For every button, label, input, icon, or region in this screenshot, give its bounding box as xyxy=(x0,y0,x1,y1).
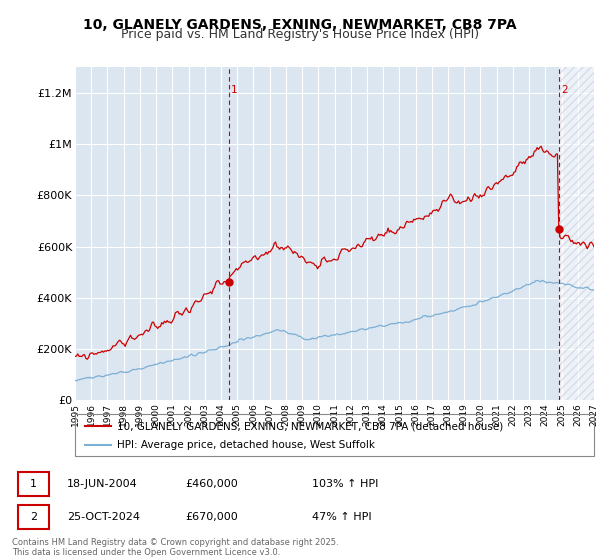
Text: 103% ↑ HPI: 103% ↑ HPI xyxy=(311,479,378,489)
Text: 2: 2 xyxy=(561,85,568,95)
Text: 10, GLANELY GARDENS, EXNING, NEWMARKET, CB8 7PA: 10, GLANELY GARDENS, EXNING, NEWMARKET, … xyxy=(83,18,517,32)
Text: 10, GLANELY GARDENS, EXNING, NEWMARKET, CB8 7PA (detached house): 10, GLANELY GARDENS, EXNING, NEWMARKET, … xyxy=(116,421,503,431)
Bar xyxy=(18,472,49,496)
Text: 47% ↑ HPI: 47% ↑ HPI xyxy=(311,512,371,522)
Text: £670,000: £670,000 xyxy=(185,512,238,522)
Text: 18-JUN-2004: 18-JUN-2004 xyxy=(67,479,137,489)
Text: 2: 2 xyxy=(30,512,37,522)
Text: 25-OCT-2024: 25-OCT-2024 xyxy=(67,512,140,522)
Text: £460,000: £460,000 xyxy=(185,479,238,489)
Text: Contains HM Land Registry data © Crown copyright and database right 2025.
This d: Contains HM Land Registry data © Crown c… xyxy=(12,538,338,557)
Text: HPI: Average price, detached house, West Suffolk: HPI: Average price, detached house, West… xyxy=(116,441,374,450)
Bar xyxy=(18,505,49,529)
Text: 1: 1 xyxy=(231,85,238,95)
Text: 1: 1 xyxy=(30,479,37,489)
Text: Price paid vs. HM Land Registry's House Price Index (HPI): Price paid vs. HM Land Registry's House … xyxy=(121,28,479,41)
